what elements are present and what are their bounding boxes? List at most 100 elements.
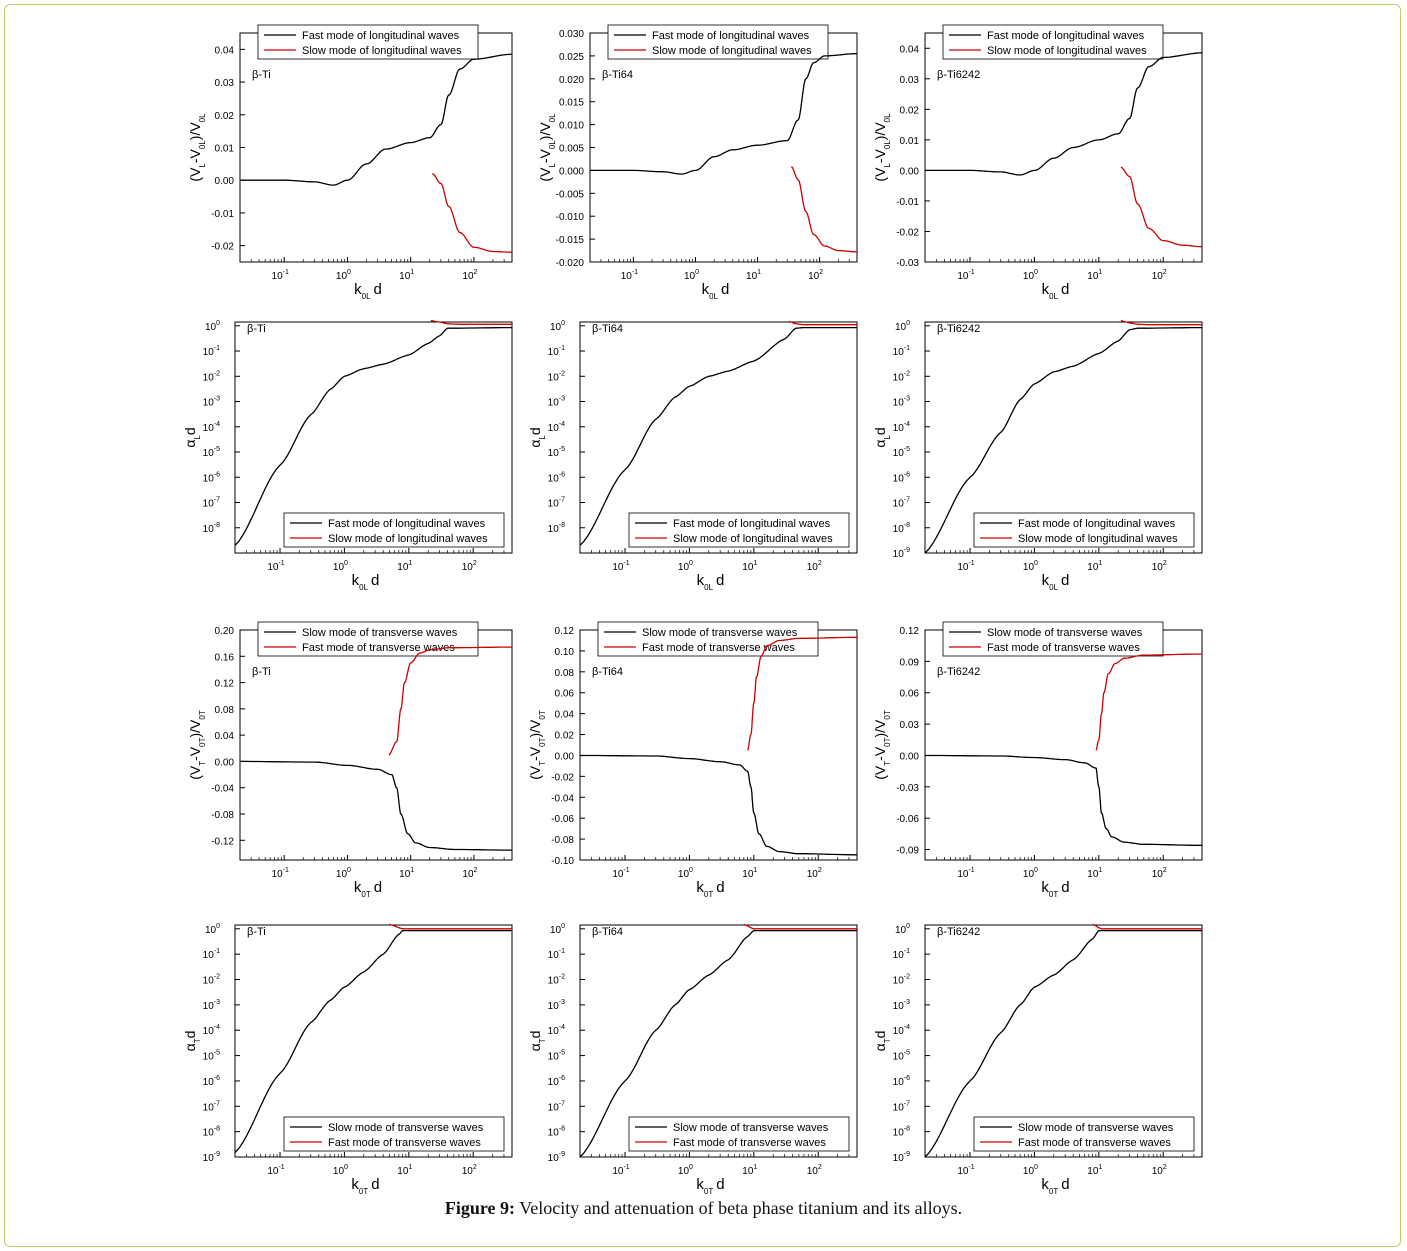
y-tick-label: -0.08: [551, 835, 574, 846]
x-tick-label: 101: [1087, 269, 1102, 282]
y-tick-label: 10-1: [893, 345, 910, 358]
x-tick-label: 101: [399, 867, 414, 880]
y-tick-label: 0.015: [559, 98, 584, 109]
chart-d3: 10-1 100 101 102 10-9 10-8 10-7 10-6 10-5 10-4 10-…: [872, 923, 1203, 1196]
y-tick-label: 10-5: [203, 1050, 220, 1063]
series-line: [389, 923, 512, 930]
y-tick-label: 0.030: [559, 29, 584, 40]
y-tick-label: 10-4: [203, 421, 220, 434]
x-tick-label: 100: [684, 269, 699, 282]
y-tick-label: 10-2: [548, 370, 565, 383]
plot-frame: [234, 924, 513, 1158]
y-tick-label: 10-3: [203, 396, 220, 409]
y-tick-label: 10-3: [548, 999, 565, 1012]
chart-c3: 10-1 100 101 102 -0.09 -0.06 -0.03 0.00 0.03 0.06…: [872, 621, 1203, 899]
series-line: [240, 53, 513, 186]
y-tick-label: 0.010: [559, 121, 584, 132]
y-tick-label: -0.12: [211, 836, 234, 847]
y-tick-label: 0.08: [555, 668, 575, 679]
y-tick-label: 100: [895, 923, 910, 936]
y-tick-label: -0.01: [211, 209, 234, 220]
legend-label: Slow mode of transverse waves: [642, 627, 798, 639]
chart-c2: 10-1 100 101 102 -0.10 -0.08 -0.06 -0.04 -0.02 0.…: [527, 621, 858, 899]
y-tick-label: 10-7: [893, 1100, 910, 1113]
x-tick-label: 100: [336, 867, 351, 880]
y-tick-label: 0.12: [215, 679, 235, 690]
y-tick-label: 0.20: [215, 626, 235, 637]
material-label: β-Ti6242: [937, 69, 980, 81]
chart-d1: 10-1 100 101 102 10-9 10-8 10-7 10-6 10-5 10-4 10-…: [182, 923, 513, 1196]
chart-a2: 10-1 100 101 102 -0.020 -0.015 -0.010 -0.005 0.0…: [537, 24, 858, 301]
y-tick-label: 10-4: [548, 1024, 565, 1037]
material-label: β-Ti64: [592, 926, 623, 938]
x-tick-label: 100: [1023, 867, 1038, 880]
plot-frame: [234, 321, 513, 554]
legend-label: Fast mode of transverse waves: [673, 1137, 826, 1149]
y-tick-label: 0.02: [555, 731, 575, 742]
y-tick-label: 10-3: [548, 396, 565, 409]
x-tick-label: 10-1: [267, 1164, 284, 1177]
figure-caption: Figure 9: Velocity and attenuation of be…: [0, 1198, 1407, 1219]
x-tick-label: 101: [397, 1164, 412, 1177]
y-tick-label: 10-8: [893, 522, 910, 535]
legend: Slow mode of transverse waves Fast mode o…: [628, 1116, 850, 1152]
y-tick-label: 10-3: [893, 396, 910, 409]
plot-frame: [579, 629, 858, 861]
y-tick-label: -0.03: [896, 258, 919, 269]
legend: Slow mode of transverse waves Fast mode o…: [973, 1116, 1195, 1152]
y-tick-label: 10-2: [203, 974, 220, 987]
plot-frame: [924, 321, 1203, 554]
y-tick-label: -0.02: [211, 242, 234, 253]
legend-box: [973, 512, 1195, 548]
x-tick-label: 100: [333, 560, 348, 573]
x-tick-label: 101: [399, 269, 414, 282]
legend-label: Fast mode of longitudinal waves: [1018, 518, 1176, 530]
y-axis-label: αLd: [182, 427, 202, 447]
y-tick-label: 10-4: [548, 421, 565, 434]
legend: Slow mode of transverse waves Fast mode o…: [283, 1116, 505, 1152]
x-axis-label: k0L d: [354, 281, 382, 301]
x-tick-label: 10-1: [272, 269, 289, 282]
chart-a3: 10-1 100 101 102 -0.03 -0.02 -0.01 0.00 0.01 0.02…: [872, 24, 1203, 301]
legend-box: [597, 621, 819, 657]
series-line: [924, 929, 1202, 1158]
legend-label: Slow mode of longitudinal waves: [1018, 533, 1178, 545]
y-tick-label: 0.00: [555, 751, 575, 762]
plot-frame: [924, 629, 1203, 861]
legend-box: [973, 1116, 1195, 1152]
material-label: β-Ti64: [602, 69, 633, 81]
series-line: [432, 173, 512, 253]
y-tick-label: -0.06: [551, 814, 574, 825]
plot-frame: [589, 32, 858, 263]
y-tick-label: 0.04: [555, 710, 575, 721]
series-line: [788, 320, 857, 326]
legend-label: Slow mode of longitudinal waves: [652, 45, 812, 57]
material-label: β-Ti64: [592, 323, 623, 335]
y-tick-label: 0.020: [559, 75, 584, 86]
legend-box: [628, 512, 850, 548]
material-label: β-Ti: [252, 69, 271, 81]
series-line: [1095, 653, 1203, 751]
y-tick-label: 10-5: [548, 1050, 565, 1063]
y-tick-label: 10-1: [203, 345, 220, 358]
y-tick-label: 0.02: [900, 105, 920, 116]
legend-label: Fast mode of transverse waves: [642, 642, 795, 654]
y-tick-label: 10-2: [203, 370, 220, 383]
x-tick-label: 101: [742, 1164, 757, 1177]
x-axis-label: k0T d: [354, 879, 382, 899]
legend: Fast mode of longitudinal waves Slow mode…: [257, 24, 479, 60]
y-tick-label: 0.16: [215, 652, 235, 663]
y-tick-label: -0.005: [556, 189, 585, 200]
y-tick-label: 10-6: [893, 471, 910, 484]
y-tick-label: 100: [550, 923, 565, 936]
legend-label: Fast mode of longitudinal waves: [987, 30, 1145, 42]
y-tick-label: -0.02: [551, 772, 574, 783]
y-tick-label: 0.00: [215, 757, 235, 768]
y-axis-label: (VT-V0T)/V0T: [527, 710, 547, 780]
y-tick-label: 0.06: [900, 689, 920, 700]
x-tick-label: 102: [462, 269, 477, 282]
plot-frame: [579, 321, 858, 554]
y-tick-label: 10-2: [893, 974, 910, 987]
x-tick-label: 10-1: [957, 560, 974, 573]
